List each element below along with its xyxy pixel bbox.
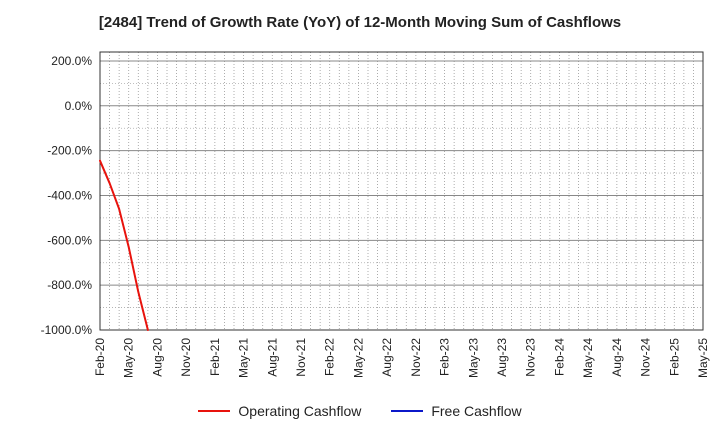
x-tick-label: Nov-23 bbox=[524, 338, 538, 377]
x-tick-label: Feb-23 bbox=[438, 338, 452, 376]
x-tick-label: Feb-22 bbox=[323, 338, 337, 376]
y-tick-label: -600.0% bbox=[47, 233, 92, 247]
x-tick-label: Nov-22 bbox=[409, 338, 423, 377]
x-tick-label: May-22 bbox=[351, 338, 365, 378]
x-tick-label: Nov-20 bbox=[179, 338, 193, 377]
y-tick-label: -200.0% bbox=[47, 144, 92, 158]
legend-item-free-cashflow: Free Cashflow bbox=[391, 403, 522, 419]
legend-item-operating-cashflow: Operating Cashflow bbox=[198, 403, 361, 419]
chart-title: [2484] Trend of Growth Rate (YoY) of 12-… bbox=[98, 14, 622, 31]
x-tick-label: Aug-21 bbox=[265, 338, 279, 377]
x-tick-label: Aug-22 bbox=[380, 338, 394, 377]
x-tick-label: Feb-24 bbox=[552, 338, 566, 376]
series-line-operating-cashflow bbox=[99, 159, 149, 331]
legend-label-operating-cashflow: Operating Cashflow bbox=[238, 403, 362, 419]
x-tick-label: May-20 bbox=[122, 338, 136, 378]
y-tick-label: -400.0% bbox=[47, 188, 92, 202]
legend-label-free-cashflow: Free Cashflow bbox=[431, 403, 522, 419]
x-tick-label: Nov-21 bbox=[294, 338, 308, 377]
legend-swatch-operating-cashflow bbox=[198, 410, 231, 412]
y-tick-label: 0.0% bbox=[65, 99, 93, 113]
plot-frame bbox=[99, 51, 704, 331]
x-tick-label: May-24 bbox=[581, 338, 595, 378]
x-tick-label: Aug-24 bbox=[610, 338, 624, 377]
y-tick-label: -800.0% bbox=[47, 278, 92, 292]
x-tick-label: Nov-24 bbox=[639, 338, 653, 377]
x-tick-label: May-21 bbox=[237, 338, 251, 378]
x-tick-label: May-23 bbox=[466, 338, 480, 378]
chart-legend: Operating Cashflow Free Cashflow bbox=[0, 403, 720, 419]
x-tick-label: Feb-20 bbox=[93, 338, 107, 376]
x-tick-label: May-25 bbox=[696, 338, 710, 378]
legend-swatch-free-cashflow bbox=[391, 410, 424, 412]
x-tick-label: Feb-25 bbox=[667, 338, 681, 376]
y-tick-label: 200.0% bbox=[51, 54, 92, 68]
x-tick-label: Aug-20 bbox=[150, 338, 164, 377]
x-tick-label: Feb-21 bbox=[208, 338, 222, 376]
y-tick-label: -1000.0% bbox=[41, 323, 93, 337]
x-tick-label: Aug-23 bbox=[495, 338, 509, 377]
